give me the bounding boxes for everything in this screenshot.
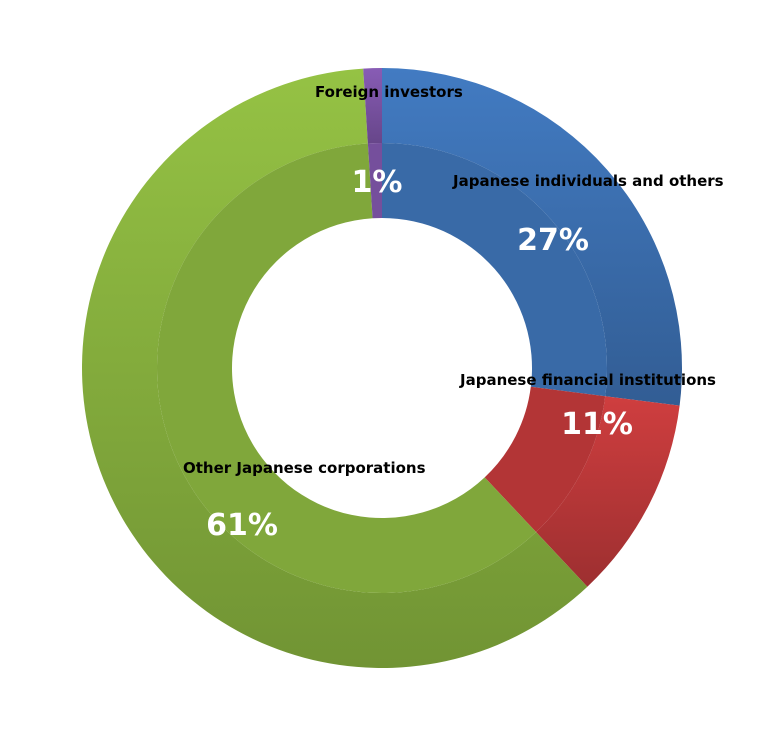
slice-corporations-outer [82, 68, 588, 668]
slices-group [82, 68, 682, 668]
slice-financial-outer [536, 396, 680, 587]
slice-individuals [382, 143, 607, 397]
slice-individuals-outer [382, 68, 682, 406]
category-label-foreign: Foreign investors [315, 83, 463, 101]
slice-foreign-outer [363, 68, 382, 144]
value-label-individuals: 27% [517, 223, 589, 258]
value-label-financial: 11% [561, 407, 633, 442]
labels-group: Japanese individuals and others 27% Japa… [183, 83, 724, 543]
value-label-corporations: 61% [206, 508, 278, 543]
category-label-individuals: Japanese individuals and others [452, 172, 724, 190]
category-label-financial: Japanese financial institutions [459, 371, 716, 389]
slice-corporations [157, 143, 537, 594]
value-label-foreign: 1% [352, 165, 403, 200]
slice-financial [484, 386, 606, 533]
slice-foreign [367, 143, 382, 219]
category-label-corporations: Other Japanese corporations [183, 459, 426, 477]
